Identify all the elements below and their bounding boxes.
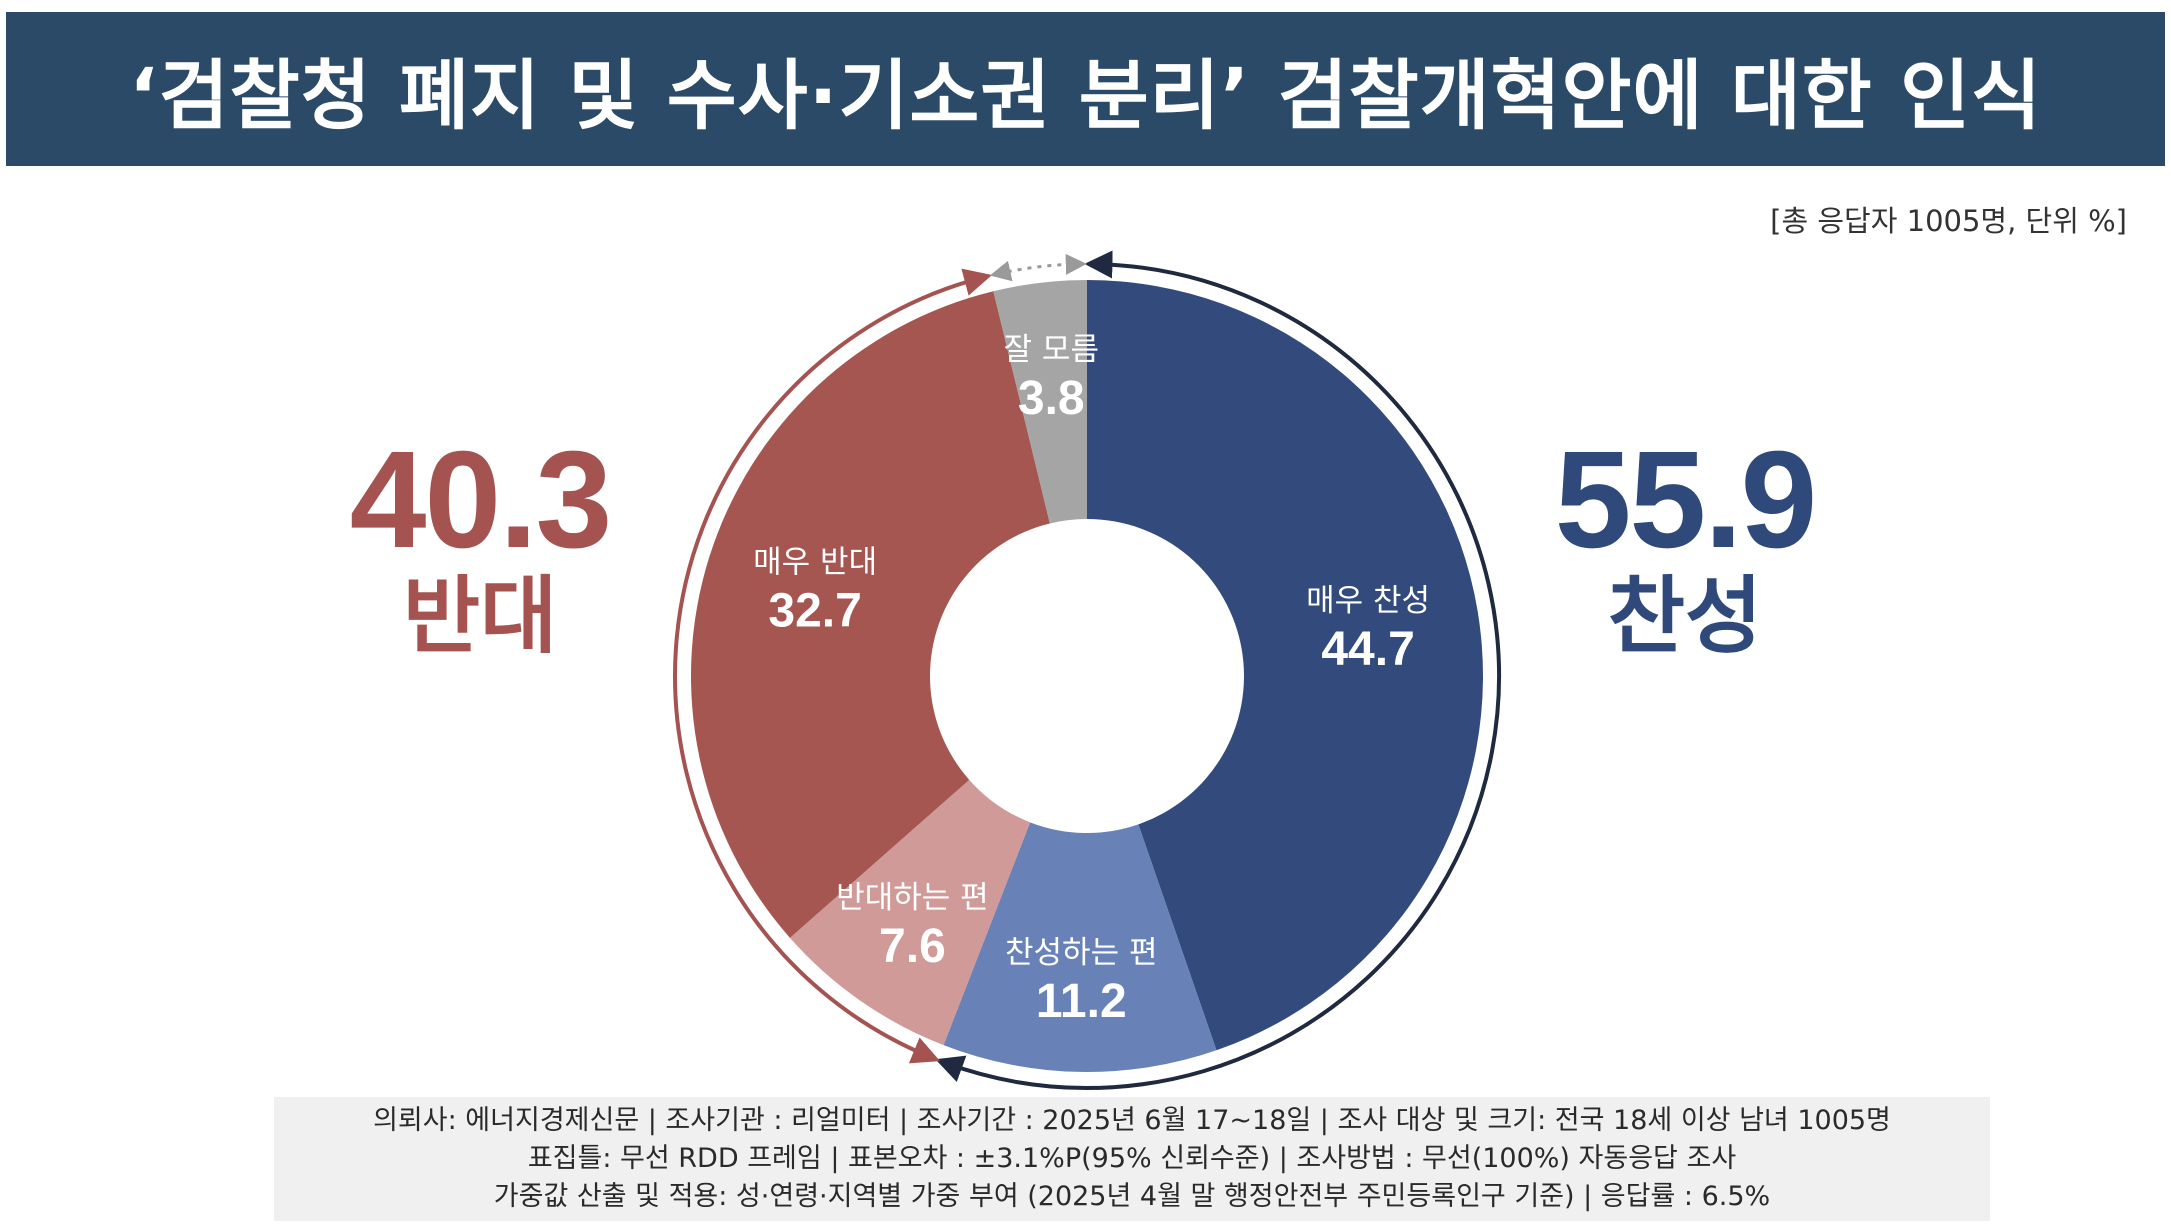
footer-line-2: 표집틀: 무선 RDD 프레임 | 표본오차 : ±3.1%P(95% 신뢰수준…	[527, 1143, 1737, 1174]
support-total-label: 찬성	[1607, 567, 1763, 665]
segment-label-value: 44.7	[1321, 623, 1414, 676]
donut-segment-1	[1087, 280, 1484, 1051]
page-title: ‘검찰청 폐지 및 수사·기소권 분리’ 검찰개혁안에 대한 인식	[129, 51, 2042, 140]
segment-label-name: 매우 찬성	[1306, 583, 1430, 619]
segment-label-name: 매우 반대	[753, 544, 877, 580]
segment-label-name: 찬성하는 편	[1005, 935, 1157, 971]
oppose-total-block: 40.3 반대	[310, 430, 650, 666]
segment-label-value: 11.2	[1036, 975, 1127, 1028]
segment-label-value: 3.8	[1018, 372, 1085, 425]
footer-line-3: 가중값 산출 및 적용: 성·연령·지역별 가중 부여 (2025년 4월 말 …	[493, 1181, 1771, 1212]
unknown-group-arc	[989, 253, 1087, 282]
segment-label-value: 32.7	[768, 584, 861, 637]
support-group-arc	[935, 250, 1502, 1090]
segment-label-value: 7.6	[879, 920, 946, 973]
footer-line-1: 의뢰사: 에너지경제신문 | 조사기관 : 리얼미터 | 조사기간 : 2025…	[373, 1105, 1891, 1136]
title-bar: ‘검찰청 폐지 및 수사·기소권 분리’ 검찰개혁안에 대한 인식	[6, 12, 2165, 166]
support-total-value: 55.9	[1554, 423, 1818, 577]
oppose-total-label: 반대	[402, 567, 558, 665]
unit-note: [총 응답자 1005명, 단위 %]	[1770, 204, 2127, 238]
segment-label-name: 잘 모름	[1004, 332, 1099, 368]
segment-label-name: 반대하는 편	[836, 880, 988, 916]
support-total-block: 55.9 찬성	[1515, 430, 1855, 666]
oppose-group-arc	[673, 268, 993, 1064]
survey-footer: 의뢰사: 에너지경제신문 | 조사기관 : 리얼미터 | 조사기간 : 2025…	[274, 1097, 1990, 1221]
oppose-total-value: 40.3	[349, 423, 613, 577]
